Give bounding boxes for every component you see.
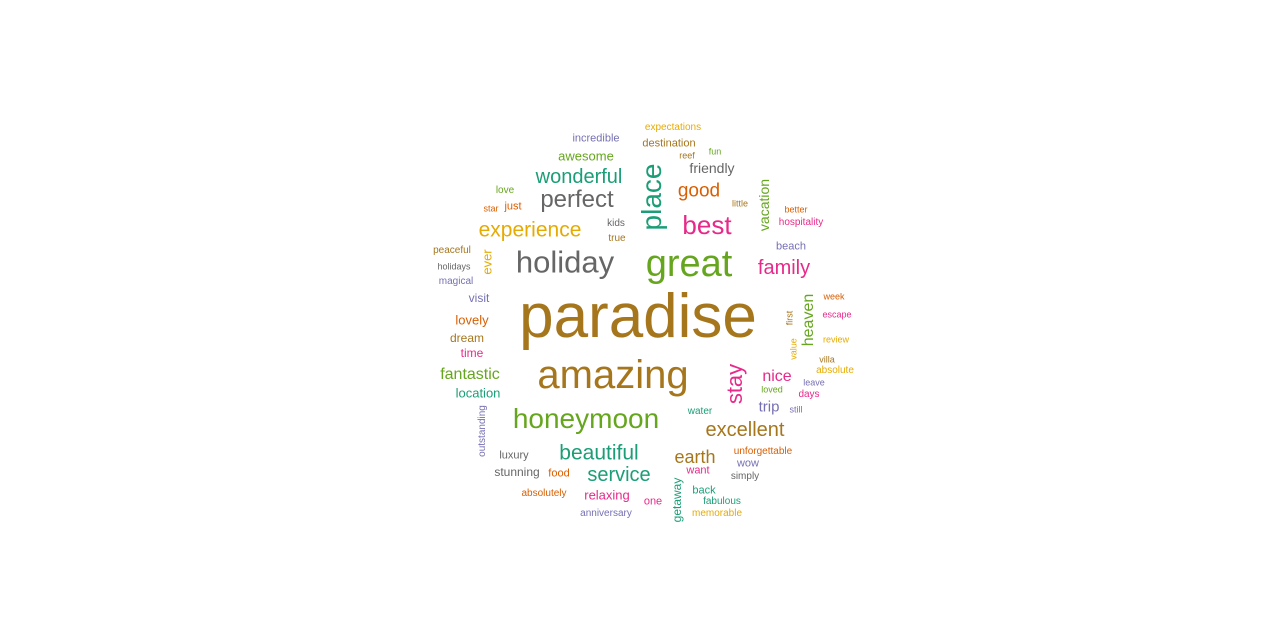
word-escape: escape bbox=[822, 309, 852, 320]
word-vacation: vacation bbox=[756, 178, 772, 232]
word-villa: villa bbox=[819, 354, 835, 365]
word-days: days bbox=[798, 389, 820, 400]
word-true: true bbox=[608, 233, 626, 244]
word-review: review bbox=[822, 334, 850, 345]
word-expectations: expectations bbox=[644, 122, 702, 133]
word-dream: dream bbox=[449, 331, 485, 345]
word-star: star bbox=[483, 203, 499, 214]
word-still: still bbox=[789, 404, 803, 415]
word-hospitality: hospitality bbox=[778, 217, 824, 228]
word-lovely: lovely bbox=[455, 312, 489, 328]
word-food: food bbox=[548, 467, 570, 480]
word-experience: experience bbox=[478, 218, 582, 242]
word-amazing: amazing bbox=[537, 353, 689, 397]
word-time: time bbox=[460, 346, 484, 360]
word-fabulous: fabulous bbox=[703, 496, 741, 507]
word-simply: simply bbox=[730, 471, 760, 482]
word-honeymoon: honeymoon bbox=[512, 403, 660, 434]
word-great: great bbox=[645, 243, 733, 285]
word-leave: leave bbox=[803, 377, 825, 388]
word-relaxing: relaxing bbox=[584, 487, 630, 503]
word-just: just bbox=[504, 200, 522, 213]
word-fun: fun bbox=[708, 146, 722, 157]
word-memorable: memorable bbox=[691, 508, 743, 519]
word-trip: trip bbox=[758, 398, 780, 416]
word-absolutely: absolutely bbox=[521, 488, 567, 499]
word-good: good bbox=[677, 180, 721, 202]
word-better: better bbox=[784, 204, 808, 215]
word-love: love bbox=[495, 185, 515, 196]
word-heaven: heaven bbox=[800, 293, 817, 347]
word-absolute: absolute bbox=[816, 365, 854, 376]
word-visit: visit bbox=[468, 291, 490, 305]
word-place: place bbox=[636, 163, 667, 231]
word-incredible: incredible bbox=[572, 132, 620, 145]
word-want: want bbox=[686, 464, 710, 477]
word-first: first bbox=[784, 310, 795, 326]
word-water: water bbox=[687, 406, 713, 417]
word-wow: wow bbox=[736, 457, 760, 470]
word-awesome: awesome bbox=[558, 148, 614, 164]
word-back: back bbox=[692, 484, 716, 497]
word-luxury: luxury bbox=[499, 449, 529, 462]
word-perfect: perfect bbox=[540, 186, 614, 213]
word-fantastic: fantastic bbox=[440, 366, 500, 383]
word-nice: nice bbox=[762, 368, 792, 385]
word-magical: magical bbox=[438, 276, 474, 287]
word-wonderful: wonderful bbox=[535, 166, 623, 188]
word-holiday: holiday bbox=[515, 244, 615, 280]
word-earth: earth bbox=[674, 447, 716, 467]
word-anniversary: anniversary bbox=[580, 508, 632, 519]
word-location: location bbox=[455, 385, 501, 401]
word-service: service bbox=[587, 464, 651, 486]
word-outstanding: outstanding bbox=[477, 405, 488, 457]
word-week: week bbox=[823, 291, 845, 302]
word-peaceful: peaceful bbox=[433, 245, 471, 256]
word-getaway: getaway bbox=[670, 477, 684, 523]
word-kids: kids bbox=[607, 218, 625, 229]
word-friendly: friendly bbox=[689, 160, 735, 176]
word-holidays: holidays bbox=[437, 261, 471, 272]
word-one: one bbox=[643, 495, 663, 508]
word-loved: loved bbox=[761, 384, 783, 395]
word-stay: stay bbox=[722, 363, 747, 405]
word-beach: beach bbox=[776, 240, 806, 253]
word-little: little bbox=[731, 198, 749, 209]
word-unforgettable: unforgettable bbox=[733, 446, 793, 457]
word-value: value bbox=[788, 338, 799, 360]
word-best: best bbox=[682, 210, 732, 240]
word-paradise: paradise bbox=[519, 282, 757, 351]
word-stunning: stunning bbox=[494, 465, 540, 479]
word-ever: ever bbox=[479, 249, 495, 275]
word-excellent: excellent bbox=[705, 419, 785, 441]
word-reef: reef bbox=[679, 150, 695, 161]
word-beautiful: beautiful bbox=[559, 441, 639, 465]
word-family: family bbox=[757, 257, 811, 279]
word-destination: destination bbox=[642, 137, 696, 150]
